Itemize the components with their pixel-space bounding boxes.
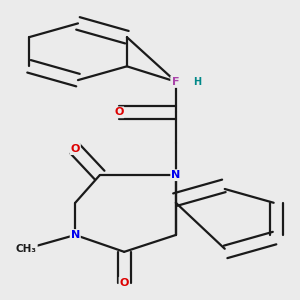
Text: O: O [114, 107, 123, 117]
Text: N: N [70, 230, 80, 240]
Text: O: O [70, 144, 80, 154]
Text: N: N [171, 77, 180, 87]
Text: F: F [172, 77, 180, 87]
Text: H: H [194, 76, 202, 87]
Text: O: O [119, 278, 129, 287]
Text: N: N [171, 170, 180, 180]
Text: F: F [172, 77, 180, 87]
Text: CH₃: CH₃ [16, 244, 37, 254]
